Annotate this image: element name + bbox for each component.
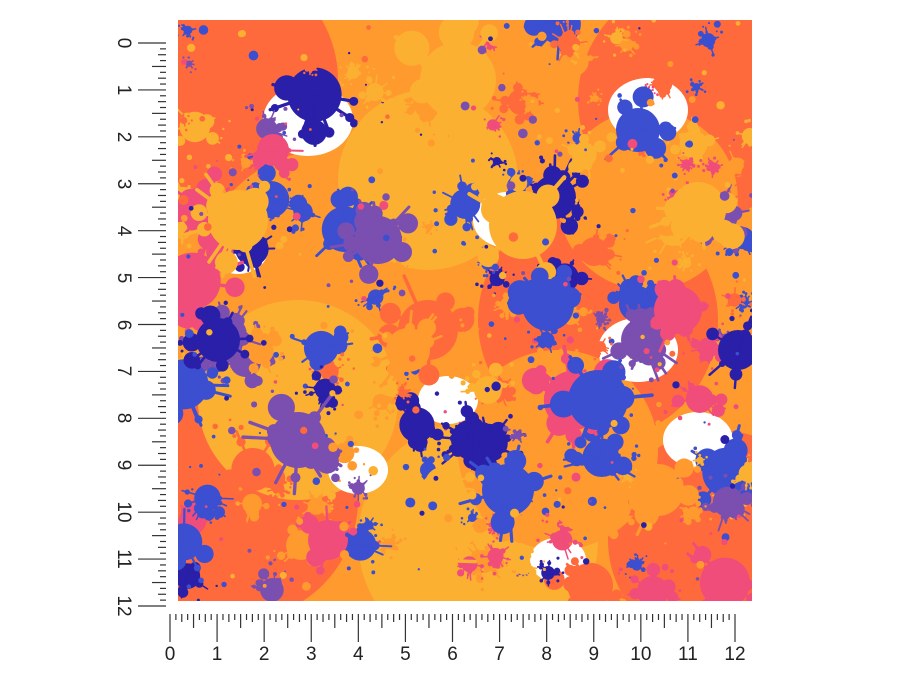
horizontal-ruler-label: 8 bbox=[532, 645, 562, 665]
horizontal-ruler-label: 2 bbox=[249, 645, 279, 665]
horizontal-ruler-label: 3 bbox=[296, 645, 326, 665]
horizontal-ruler-label: 6 bbox=[438, 645, 468, 665]
vertical-ruler-label: 3 bbox=[113, 169, 133, 199]
horizontal-ruler-label: 5 bbox=[390, 645, 420, 665]
horizontal-ruler-label: 7 bbox=[485, 645, 515, 665]
vertical-ruler-label: 10 bbox=[113, 497, 133, 527]
horizontal-ruler-label: 0 bbox=[155, 645, 185, 665]
horizontal-ruler-label: 10 bbox=[626, 645, 656, 665]
vertical-ruler-label: 4 bbox=[113, 216, 133, 246]
vertical-ruler-label: 2 bbox=[113, 122, 133, 152]
vertical-ruler-label: 9 bbox=[113, 450, 133, 480]
vertical-ruler-label: 11 bbox=[113, 544, 133, 574]
vertical-ruler-label: 12 bbox=[113, 591, 133, 621]
vertical-ruler-label: 1 bbox=[113, 75, 133, 105]
horizontal-ruler-label: 4 bbox=[343, 645, 373, 665]
vertical-ruler-label: 6 bbox=[113, 310, 133, 340]
vertical-ruler-label: 8 bbox=[113, 403, 133, 433]
vertical-ruler-label: 5 bbox=[113, 263, 133, 293]
vertical-ruler-label: 0 bbox=[113, 28, 133, 58]
horizontal-ruler-label: 1 bbox=[202, 645, 232, 665]
horizontal-ruler-label: 11 bbox=[673, 645, 703, 665]
vertical-ruler-label: 7 bbox=[113, 356, 133, 386]
pattern-swatch bbox=[178, 20, 752, 601]
horizontal-ruler-label: 12 bbox=[720, 645, 750, 665]
horizontal-ruler-label: 9 bbox=[579, 645, 609, 665]
